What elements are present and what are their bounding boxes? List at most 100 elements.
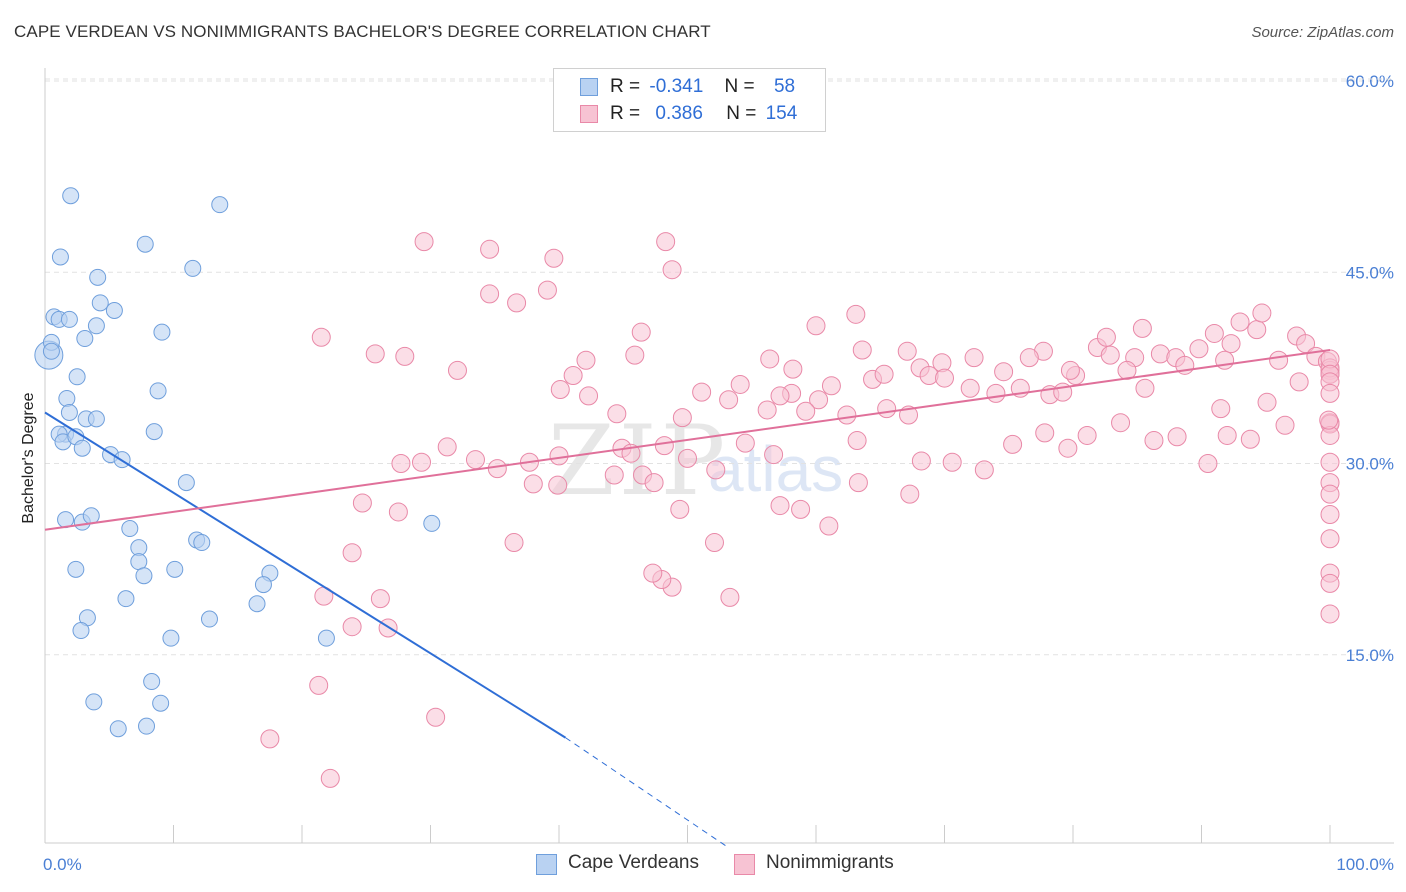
point-nonimmigrants — [1019, 348, 1039, 368]
point-cape-verdeans — [177, 474, 195, 492]
point-nonimmigrants — [480, 284, 500, 304]
point-nonimmigrants — [1247, 320, 1267, 340]
legend-n-label: N = — [726, 103, 757, 124]
point-nonimmigrants — [1060, 360, 1080, 380]
point-nonimmigrants — [1132, 318, 1152, 338]
point-cape-verdeans — [60, 404, 78, 421]
point-cape-verdeans — [51, 248, 69, 266]
point-nonimmigrants — [1320, 573, 1340, 593]
point-nonimmigrants — [819, 516, 839, 536]
point-nonimmigrants — [412, 452, 432, 472]
point-nonimmigrants — [770, 496, 790, 516]
point-nonimmigrants — [654, 436, 674, 456]
point-nonimmigrants — [1230, 312, 1250, 332]
bottom-legend-nonimmigrants: Nonimmigrants — [766, 852, 894, 873]
point-nonimmigrants — [523, 474, 543, 494]
point-cape-verdeans — [85, 693, 103, 711]
point-nonimmigrants — [874, 364, 894, 384]
point-nonimmigrants — [764, 445, 784, 465]
point-nonimmigrants — [563, 366, 583, 386]
legend-n-value: 58 — [773, 76, 796, 97]
point-nonimmigrants — [1320, 604, 1340, 624]
point-nonimmigrants — [644, 473, 664, 493]
point-nonimmigrants — [735, 433, 755, 453]
point-nonimmigrants — [986, 383, 1006, 403]
point-cape-verdeans — [135, 567, 153, 585]
point-nonimmigrants — [897, 341, 917, 361]
point-nonimmigrants — [414, 232, 434, 252]
point-cape-verdeans — [211, 196, 229, 214]
point-nonimmigrants — [576, 350, 596, 370]
point-nonimmigrants — [320, 768, 340, 788]
point-nonimmigrants — [656, 232, 676, 252]
point-nonimmigrants — [607, 404, 627, 424]
point-nonimmigrants — [770, 386, 790, 406]
point-nonimmigrants — [579, 386, 599, 406]
point-nonimmigrants — [544, 248, 564, 268]
point-nonimmigrants — [487, 459, 507, 479]
point-cape-verdeans — [87, 410, 105, 428]
point-nonimmigrants — [504, 533, 524, 553]
point-nonimmigrants — [1100, 345, 1120, 365]
bottom-legend-swatch-blue — [536, 854, 557, 875]
point-nonimmigrants — [370, 589, 390, 609]
point-nonimmigrants — [974, 460, 994, 480]
point-nonimmigrants — [1289, 372, 1309, 392]
chart-title: CAPE VERDEAN VS NONIMMIGRANTS BACHELOR'S… — [14, 22, 711, 41]
point-cape-verdeans — [105, 302, 123, 319]
point-nonimmigrants — [692, 382, 712, 402]
point-nonimmigrants — [847, 431, 867, 451]
point-nonimmigrants — [942, 452, 962, 472]
point-nonimmigrants — [846, 304, 866, 324]
point-nonimmigrants — [1320, 505, 1340, 524]
point-nonimmigrants — [1275, 415, 1295, 435]
point-cape-verdeans — [153, 323, 171, 341]
point-nonimmigrants — [757, 400, 777, 420]
legend-swatch-pink — [580, 105, 598, 123]
point-nonimmigrants — [548, 475, 568, 495]
point-cape-verdeans — [68, 368, 86, 386]
point-cape-verdeans — [109, 720, 127, 738]
source-label: Source: ZipAtlas.com — [1251, 24, 1394, 41]
point-nonimmigrants — [365, 344, 385, 364]
correlation-legend: R = -0.341 N = 58 R = 0.386 N = 154 — [553, 68, 826, 132]
point-nonimmigrants — [1320, 452, 1340, 472]
point-nonimmigrants — [809, 390, 829, 410]
point-cape-verdeans — [248, 595, 266, 613]
point-nonimmigrants — [1135, 378, 1155, 398]
point-nonimmigrants — [1189, 339, 1209, 359]
point-nonimmigrants — [960, 378, 980, 398]
point-nonimmigrants — [730, 374, 750, 394]
point-cape-verdeans — [87, 317, 105, 335]
point-nonimmigrants — [1320, 383, 1340, 403]
point-nonimmigrants — [437, 437, 457, 457]
y-axis-label: Bachelor's Degree — [20, 392, 37, 523]
point-nonimmigrants — [311, 327, 331, 347]
point-cape-verdeans — [143, 673, 161, 691]
point-nonimmigrants — [1217, 425, 1237, 445]
trendline-cape-verdeans — [44, 411, 566, 739]
point-nonimmigrants — [783, 359, 803, 379]
trendline-nonimmigrants — [44, 349, 1331, 531]
point-cape-verdeans — [166, 560, 184, 578]
point-nonimmigrants — [821, 376, 841, 396]
point-nonimmigrants — [643, 563, 663, 583]
point-nonimmigrants — [631, 322, 651, 342]
point-nonimmigrants — [1096, 327, 1116, 347]
point-cape-verdeans — [117, 590, 135, 608]
point-nonimmigrants — [1035, 423, 1055, 443]
point-nonimmigrants — [670, 499, 690, 519]
point-nonimmigrants — [964, 348, 984, 368]
point-cape-verdeans — [193, 534, 211, 552]
point-nonimmigrants — [704, 533, 724, 553]
point-nonimmigrants — [309, 675, 329, 695]
point-cape-verdeans — [423, 514, 441, 532]
point-nonimmigrants — [796, 401, 816, 421]
point-nonimmigrants — [1204, 323, 1224, 343]
point-cape-verdeans — [152, 694, 170, 712]
point-nonimmigrants — [719, 390, 739, 410]
point-cape-verdeans — [73, 439, 91, 457]
point-nonimmigrants — [911, 451, 931, 471]
point-cape-verdeans — [162, 629, 180, 647]
point-nonimmigrants — [550, 380, 570, 400]
